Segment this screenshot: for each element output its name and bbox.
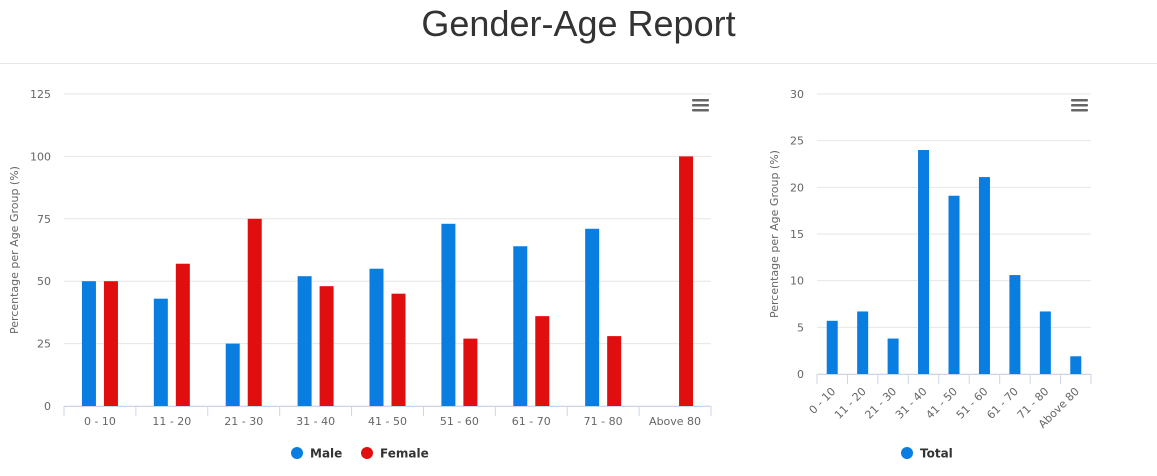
x-tick-label: 51 - 60: [440, 415, 479, 428]
x-tick-label: 41 - 50: [923, 385, 960, 422]
bar-total[interactable]: [857, 311, 869, 374]
bar-male[interactable]: [585, 228, 600, 406]
bar-female[interactable]: [391, 293, 406, 406]
bar-total[interactable]: [918, 150, 930, 374]
y-tick-label: 20: [790, 181, 804, 194]
bar-total[interactable]: [1039, 311, 1051, 374]
x-tick-label: 11 - 20: [832, 385, 869, 422]
bar-male[interactable]: [369, 268, 384, 406]
page-title: Gender-Age Report: [421, 3, 736, 44]
x-tick-label: 21 - 30: [224, 415, 263, 428]
y-tick-label: 50: [37, 275, 51, 288]
bar-total[interactable]: [887, 338, 899, 374]
bar-total[interactable]: [1009, 275, 1021, 374]
y-tick-label: 0: [44, 400, 51, 413]
x-tick-label: 61 - 70: [984, 385, 1021, 422]
x-tick-label: 11 - 20: [152, 415, 191, 428]
bar-female[interactable]: [607, 336, 622, 406]
menu-icon-bar: [1071, 104, 1088, 107]
menu-icon-bar: [692, 109, 709, 112]
x-tick-label: 31 - 40: [893, 385, 930, 422]
bar-total[interactable]: [826, 320, 838, 374]
bar-male[interactable]: [297, 276, 312, 406]
gender-age-chart: 0 25 50 75 100 125 0 - 10 11 - 20 21 - 30 31 - 40…: [8, 88, 712, 461]
hamburger-menu-icon[interactable]: [1071, 99, 1088, 112]
y-axis-title: Percentage per Age Group (%): [8, 166, 21, 334]
legend-marker: [361, 447, 373, 459]
bar-female[interactable]: [175, 263, 190, 406]
bar-male[interactable]: [81, 281, 96, 406]
y-axis-title: Percentage per Age Group (%): [768, 150, 781, 318]
bar-total[interactable]: [948, 195, 960, 374]
x-tick-label: 71 - 80: [584, 415, 623, 428]
menu-icon-bar: [692, 104, 709, 107]
y-tick-label: 15: [790, 228, 804, 241]
y-tick-label: 0: [797, 368, 804, 381]
bar-male[interactable]: [225, 343, 240, 406]
bar-female[interactable]: [103, 281, 118, 406]
legend-label: Male: [310, 447, 342, 461]
x-tick-label: 21 - 30: [862, 385, 899, 422]
legend-marker: [291, 447, 303, 459]
bar-total[interactable]: [978, 177, 990, 374]
x-tick-label: 51 - 60: [954, 385, 991, 422]
menu-icon-bar: [1071, 109, 1088, 112]
menu-icon-bar: [1071, 99, 1088, 102]
legend-label: Total: [920, 447, 953, 461]
bar-female[interactable]: [247, 218, 262, 406]
y-tick-label: 30: [790, 88, 804, 101]
x-tick-label: 0 - 10: [84, 415, 116, 428]
y-tick-label: 10: [790, 275, 804, 288]
legend-item-total[interactable]: Total: [901, 447, 953, 461]
legend-item-female[interactable]: Female: [361, 447, 429, 461]
x-tick-label: 31 - 40: [296, 415, 335, 428]
y-tick-label: 75: [37, 213, 51, 226]
hamburger-menu-icon[interactable]: [692, 99, 709, 112]
y-tick-label: 100: [30, 150, 51, 163]
bar-female[interactable]: [535, 316, 550, 406]
bar-male[interactable]: [513, 246, 528, 406]
menu-icon-bar: [692, 99, 709, 102]
legend-item-male[interactable]: Male: [291, 447, 342, 461]
y-tick-label: 25: [37, 338, 51, 351]
y-tick-label: 25: [790, 135, 804, 148]
bar-total[interactable]: [1070, 356, 1082, 374]
x-tick-label: 61 - 70: [512, 415, 551, 428]
bar-male[interactable]: [153, 298, 168, 406]
legend-marker: [901, 447, 913, 459]
x-tick-label: 41 - 50: [368, 415, 407, 428]
bar-female[interactable]: [463, 338, 478, 406]
bar-male[interactable]: [441, 223, 456, 406]
x-tick-label: Above 80: [649, 415, 701, 428]
bar-female[interactable]: [679, 156, 694, 406]
header-divider: [0, 63, 1157, 64]
legend-label: Female: [380, 447, 429, 461]
y-tick-label: 125: [30, 88, 51, 101]
bar-female[interactable]: [319, 286, 334, 406]
y-tick-label: 5: [797, 321, 804, 334]
